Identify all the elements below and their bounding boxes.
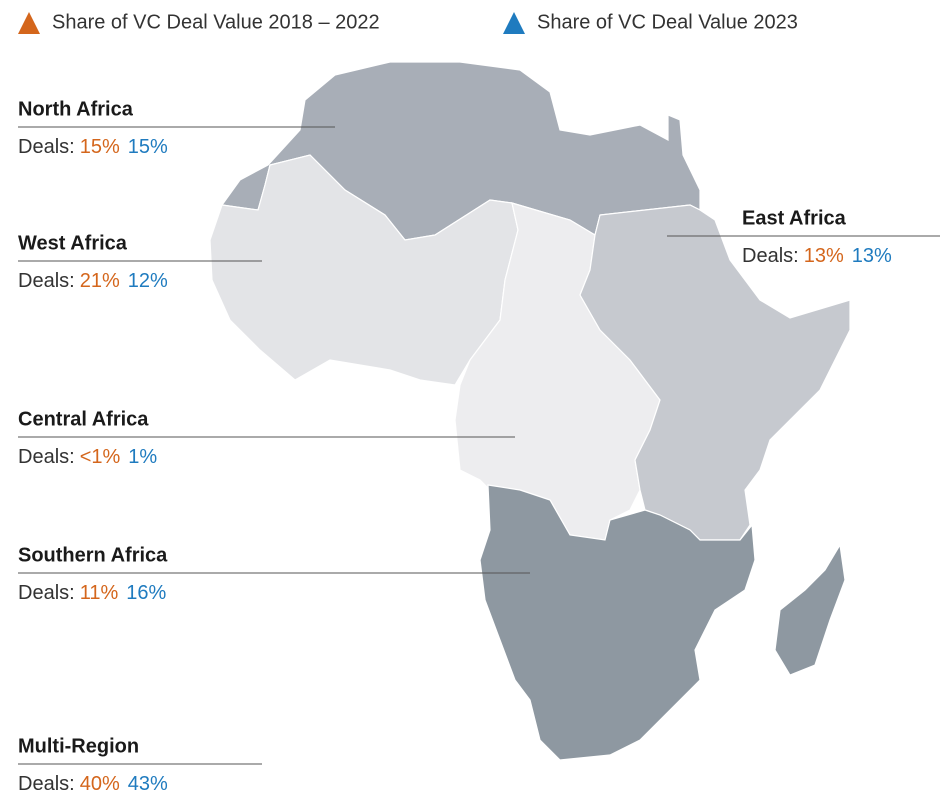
deal-value: 11% — [80, 582, 119, 604]
deal-value: <1% — [80, 446, 121, 468]
deal-value: 12% — [128, 270, 168, 292]
deals-text: Deals: 40% 43% — [18, 773, 168, 794]
deal-value: 15% — [128, 136, 168, 158]
deals-label: Deals: — [18, 582, 75, 604]
region-name: Multi-Region — [18, 735, 139, 757]
legend-marker — [18, 12, 40, 34]
deal-value: 15% — [80, 136, 120, 158]
deals-text: Deals: 15% 15% — [18, 136, 168, 158]
deal-value: 1% — [128, 446, 157, 468]
legend-marker — [503, 12, 525, 34]
madagascar — [774, 543, 846, 676]
deal-value: 13% — [804, 245, 844, 267]
region-name: East Africa — [742, 207, 847, 229]
region-name: North Africa — [18, 98, 134, 120]
deals-label: Deals: — [18, 773, 75, 794]
region-name: West Africa — [18, 232, 128, 254]
africa-map — [209, 61, 851, 761]
region-name: Central Africa — [18, 408, 149, 430]
deals-label: Deals: — [18, 446, 75, 468]
southern-africa-region — [479, 484, 756, 761]
deals-text: Deals: 13% 13% — [742, 245, 892, 267]
deals-label: Deals: — [18, 136, 75, 158]
deal-value: 16% — [126, 582, 166, 604]
deal-value: 21% — [80, 270, 120, 292]
deal-value: 40% — [80, 773, 120, 794]
deals-text: Deals: <1% 1% — [18, 446, 157, 468]
legend-label: Share of VC Deal Value 2018 – 2022 — [52, 11, 380, 33]
deals-label: Deals: — [18, 270, 75, 292]
deal-value: 13% — [852, 245, 892, 267]
legend-label: Share of VC Deal Value 2023 — [537, 11, 798, 33]
deals-label: Deals: — [742, 245, 799, 267]
region-name: Southern Africa — [18, 544, 168, 566]
deals-text: Deals: 21% 12% — [18, 270, 168, 292]
deal-value: 43% — [128, 773, 168, 794]
deals-text: Deals: 11% 16% — [18, 582, 166, 604]
